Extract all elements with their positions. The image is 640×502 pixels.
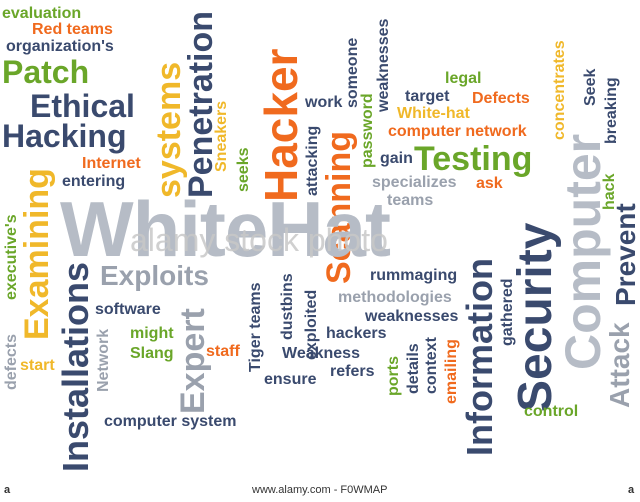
word-computer-network: computer network [388, 123, 527, 140]
word-ports: ports [385, 356, 402, 396]
word-hackers: hackers [326, 325, 387, 342]
word-methodologies: methodologies [338, 289, 452, 306]
word-specializes: specializes [372, 174, 457, 191]
word-ethical: Ethical [30, 88, 135, 124]
word-installations: Installations [55, 261, 96, 472]
word-emailing: emailing [443, 339, 460, 404]
word-legal: legal [445, 70, 482, 87]
watermark-text: alamy stock photo [130, 222, 388, 258]
word-examining: Examining [18, 168, 56, 340]
word-patch: Patch [2, 54, 90, 90]
footer-left-logo: a [4, 484, 11, 496]
word-hacker: Hacker [255, 48, 307, 202]
word-software: software [95, 301, 161, 318]
word-might: might [130, 325, 174, 342]
word-expert: Expert [174, 308, 212, 414]
word-refers: refers [330, 363, 375, 380]
word-white-hat: WhiteHat [60, 185, 391, 273]
word-weaknesses: weaknesses [365, 308, 459, 325]
word-rummaging: rummaging [370, 267, 458, 284]
footer-text: www.alamy.com - F0WMAP [252, 484, 388, 496]
word-defects-vertical: defects [3, 333, 20, 390]
word-internet: Internet [82, 155, 141, 172]
word-target: target [405, 88, 450, 105]
word-information: Information [459, 258, 500, 456]
word-weakness: Weakness [282, 345, 360, 362]
word-evaluation: evaluation [2, 5, 82, 22]
word-password: password [359, 93, 376, 168]
word-systems: systems [150, 61, 188, 198]
word-network: Network [95, 328, 112, 392]
word-red-teams: Red teams [32, 21, 113, 38]
footer-right-logo: a [628, 484, 635, 496]
word-entering: entering [62, 173, 126, 190]
word-weaknesses-vertical: weaknesses [375, 18, 392, 112]
word-tiger-teams: Tiger teams [247, 282, 264, 372]
word-details: details [405, 343, 422, 394]
word-ask: ask [476, 175, 503, 192]
word-start: start [20, 357, 55, 374]
word-context: context [423, 337, 440, 394]
word-slang: Slang [130, 345, 174, 362]
word-defects: Defects [472, 90, 530, 107]
word-hacking: Hacking [2, 118, 127, 154]
word-white-hat-small: White-hat [397, 105, 470, 122]
word-sneakers: Sneakers [213, 100, 230, 172]
word-testing: Testing [414, 140, 533, 178]
word-seek: Seek [582, 68, 599, 106]
word-attack: Attack [604, 322, 635, 408]
word-work: work [305, 94, 343, 111]
word-dustbins: dustbins [279, 273, 296, 340]
word-gain: gain [380, 150, 413, 167]
stock-footer: a www.alamy.com - F0WMAP a [0, 478, 640, 502]
word-security: Security [509, 222, 562, 412]
word-teams: teams [387, 192, 434, 209]
word-organizations: organization's [6, 38, 114, 55]
word-staff: staff [206, 343, 240, 360]
word-control: control [524, 403, 579, 420]
word-ensure: ensure [264, 371, 317, 388]
word-exploits: Exploits [100, 260, 209, 291]
word-computer-system: computer system [104, 413, 237, 430]
word-concentrates: concentrates [551, 40, 568, 140]
word-prevent: Prevent [610, 203, 640, 306]
word-computer: Computer [555, 133, 611, 370]
